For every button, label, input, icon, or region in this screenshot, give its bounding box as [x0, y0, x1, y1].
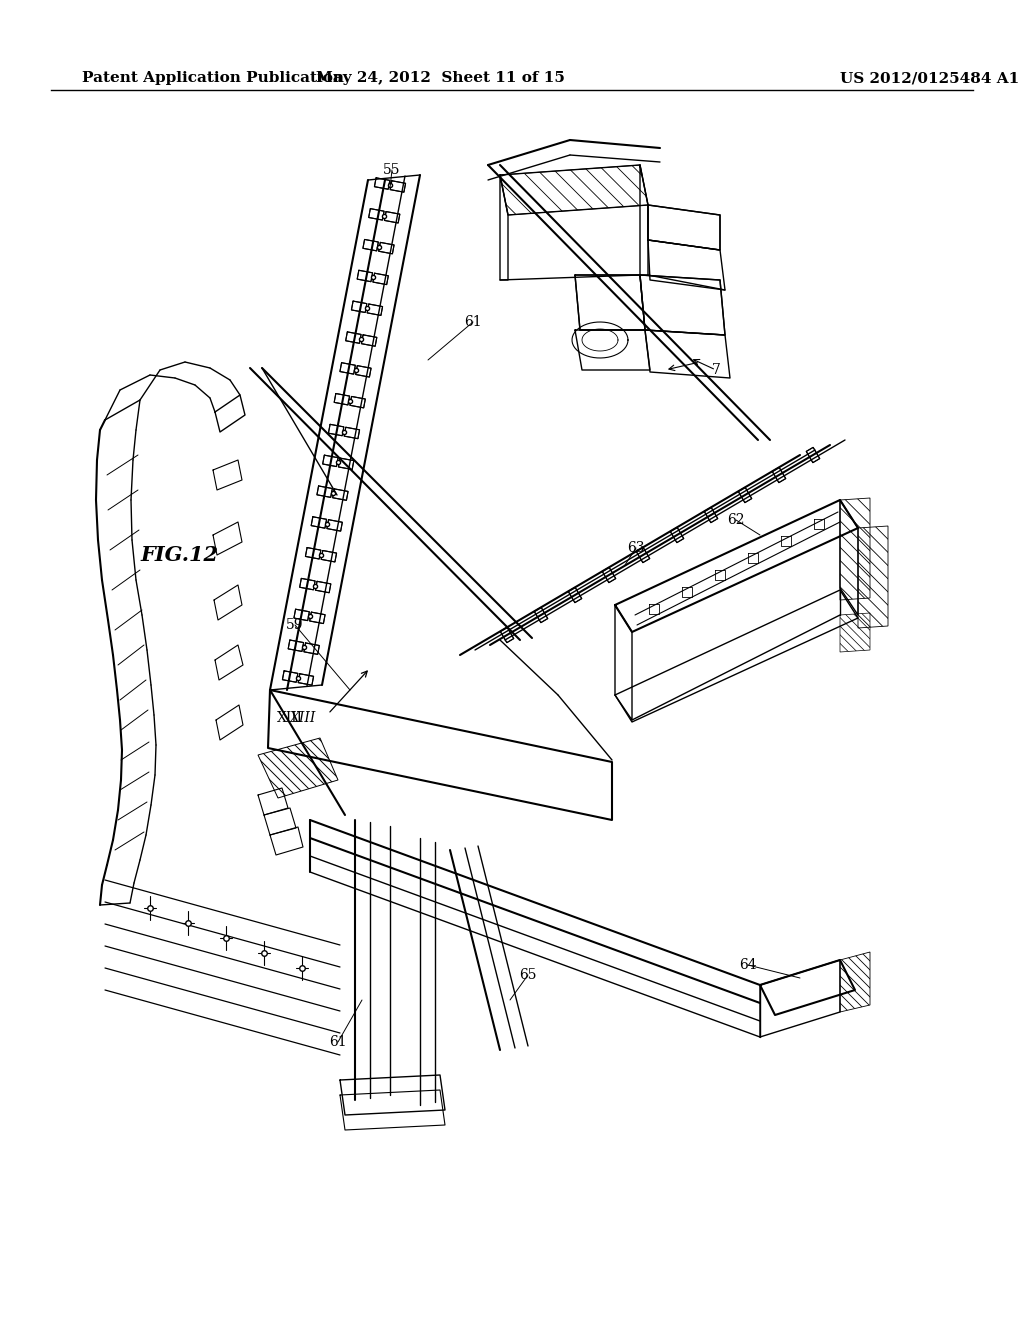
Polygon shape — [323, 455, 338, 466]
Text: 55: 55 — [383, 162, 400, 177]
Text: 61: 61 — [329, 1035, 347, 1049]
Polygon shape — [304, 643, 319, 655]
Polygon shape — [315, 581, 331, 593]
Polygon shape — [340, 363, 355, 374]
Polygon shape — [806, 447, 820, 462]
Text: XIII: XIII — [278, 711, 303, 725]
Polygon shape — [311, 516, 327, 528]
Polygon shape — [300, 578, 315, 590]
Polygon shape — [369, 209, 384, 220]
Polygon shape — [294, 610, 309, 620]
Polygon shape — [305, 548, 321, 558]
Text: XIII: XIII — [290, 711, 316, 725]
Polygon shape — [309, 612, 325, 623]
Text: 61: 61 — [464, 315, 482, 329]
Polygon shape — [346, 331, 361, 343]
Polygon shape — [384, 211, 399, 223]
Polygon shape — [373, 273, 388, 285]
Text: 64: 64 — [739, 958, 757, 972]
Polygon shape — [575, 275, 645, 330]
Polygon shape — [344, 428, 359, 438]
Polygon shape — [602, 568, 615, 582]
Polygon shape — [379, 243, 394, 253]
Text: Patent Application Publication: Patent Application Publication — [82, 71, 344, 84]
Text: 63: 63 — [628, 541, 645, 554]
Polygon shape — [361, 335, 377, 346]
Polygon shape — [355, 366, 371, 378]
Text: US 2012/0125484 A1: US 2012/0125484 A1 — [840, 71, 1019, 84]
Polygon shape — [288, 640, 303, 652]
Polygon shape — [327, 520, 342, 531]
Polygon shape — [772, 467, 785, 483]
Polygon shape — [338, 458, 354, 470]
Text: 65: 65 — [519, 968, 537, 982]
Polygon shape — [298, 673, 313, 685]
Polygon shape — [351, 301, 367, 313]
Polygon shape — [322, 550, 337, 562]
Text: 59: 59 — [287, 618, 304, 632]
Polygon shape — [636, 548, 650, 562]
Text: May 24, 2012  Sheet 11 of 15: May 24, 2012 Sheet 11 of 15 — [315, 71, 564, 84]
Polygon shape — [738, 487, 752, 503]
Polygon shape — [368, 304, 383, 315]
Polygon shape — [390, 181, 406, 193]
Polygon shape — [648, 205, 720, 249]
Text: 62: 62 — [727, 513, 744, 527]
Polygon shape — [350, 396, 366, 408]
Polygon shape — [357, 271, 373, 281]
Text: 7: 7 — [712, 363, 721, 378]
Polygon shape — [333, 488, 348, 500]
Polygon shape — [671, 528, 684, 543]
Polygon shape — [535, 607, 548, 623]
Polygon shape — [362, 239, 378, 251]
Polygon shape — [283, 671, 298, 682]
Polygon shape — [640, 275, 725, 335]
Polygon shape — [317, 486, 333, 498]
Polygon shape — [375, 178, 390, 189]
Polygon shape — [705, 507, 718, 523]
Polygon shape — [568, 587, 582, 603]
Text: FIG.12: FIG.12 — [140, 545, 218, 565]
Polygon shape — [501, 627, 514, 643]
Polygon shape — [329, 424, 344, 436]
Polygon shape — [334, 393, 349, 405]
